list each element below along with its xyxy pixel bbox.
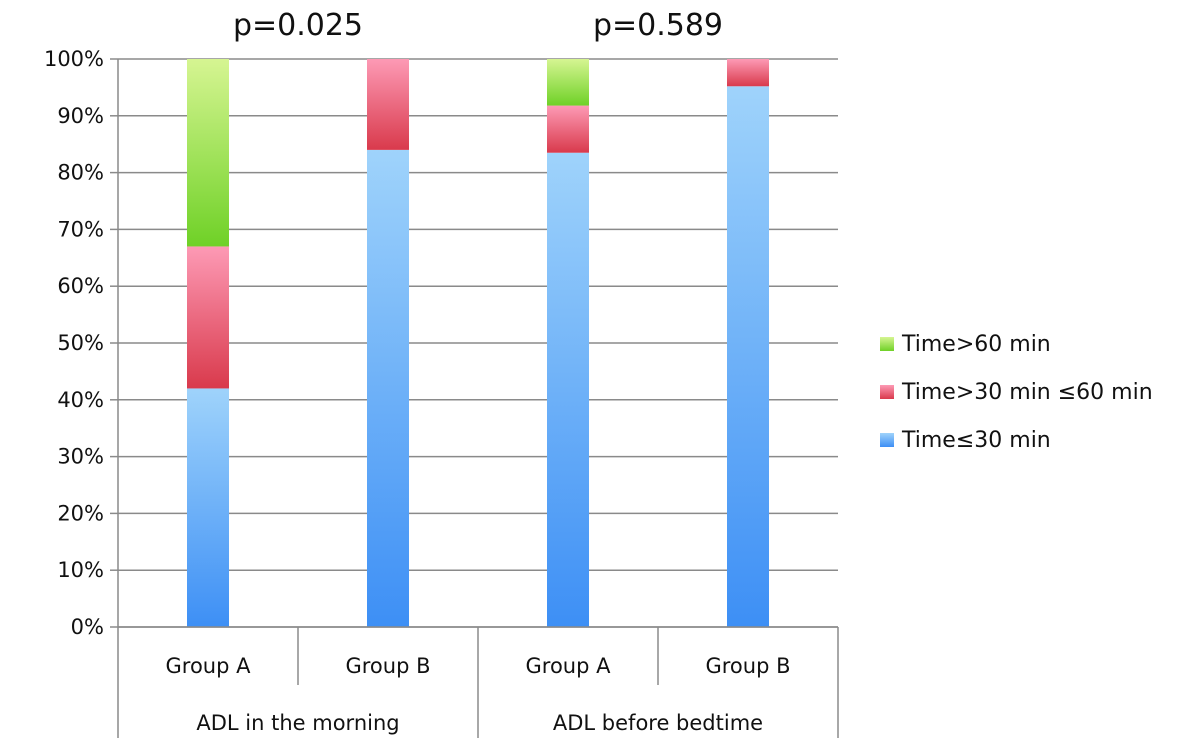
category-label: Group B (345, 654, 430, 678)
group-label: ADL in the morning (196, 711, 399, 735)
category-label: Group A (166, 654, 252, 678)
y-tick-label: 90% (57, 104, 104, 128)
y-tick-label: 20% (57, 501, 104, 525)
p-value-label: p=0.025 (233, 8, 363, 43)
legend-swatch-30-to-60 (880, 385, 894, 399)
bars (187, 59, 769, 628)
bar-segment (187, 246, 229, 389)
y-tick-label: 30% (57, 445, 104, 469)
p-value-label: p=0.589 (593, 8, 723, 43)
y-tick-label: 10% (57, 558, 104, 582)
labels: 0% 10% 20% 30% 40% 50% 60% 70% 80% 90% 100% Group A… (44, 8, 791, 735)
y-tick-label: 50% (57, 331, 104, 355)
gridlines (118, 58, 838, 628)
bar-segment (727, 59, 769, 87)
legend-item-30-to-60: Time>30 min ≤60 min (880, 368, 1153, 416)
y-tick-label: 80% (57, 161, 104, 185)
bar-segment (547, 59, 589, 106)
legend-item-under-30: Time≤30 min (880, 416, 1153, 464)
legend-item-over-60: Time>60 min (880, 320, 1153, 368)
bar-segment (367, 149, 409, 627)
bar-segment (187, 388, 229, 627)
legend-label-over-60: Time>60 min (902, 331, 1051, 357)
legend-swatch-under-30 (880, 433, 894, 447)
legend-label-under-30: Time≤30 min (902, 427, 1051, 453)
y-tick-label: 0% (71, 615, 104, 639)
legend-swatch-over-60 (880, 337, 894, 351)
category-label: Group B (705, 654, 790, 678)
bar-segment (367, 59, 409, 150)
legend: Time>60 min Time>30 min ≤60 min Time≤30 … (880, 320, 1153, 464)
bar-segment (187, 59, 229, 247)
group-label: ADL before bedtime (553, 711, 763, 735)
y-tick-label: 40% (57, 388, 104, 412)
bar-segment (547, 105, 589, 153)
bar-segment (727, 86, 769, 628)
category-label: Group A (526, 654, 612, 678)
y-tick-label: 60% (57, 274, 104, 298)
bar-segment (547, 152, 589, 627)
legend-label-30-to-60: Time>30 min ≤60 min (902, 379, 1153, 405)
y-tick-label: 100% (44, 47, 104, 71)
axes (110, 58, 839, 738)
y-tick-label: 70% (57, 217, 104, 241)
